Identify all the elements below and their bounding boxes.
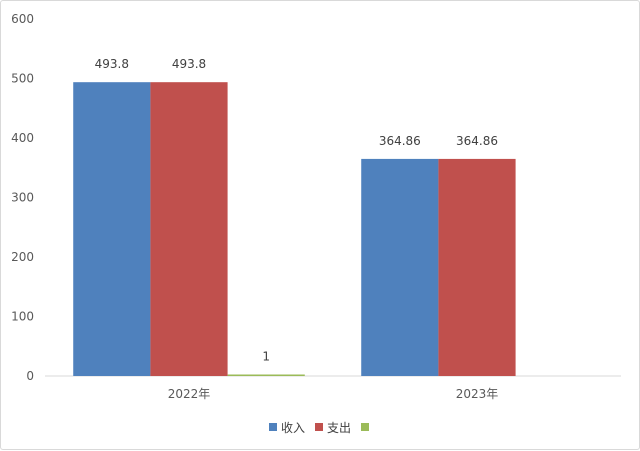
legend-label: 支出 [327, 421, 351, 435]
data-label: 1 [262, 350, 270, 364]
y-tick-label: 500 [11, 72, 34, 86]
y-tick-label: 100 [11, 310, 34, 324]
x-tick-label: 2022年 [168, 387, 211, 401]
data-label: 493.8 [172, 57, 206, 71]
bar-2-1 [150, 82, 228, 377]
data-label: 364.86 [379, 134, 421, 148]
y-tick-label: 300 [11, 191, 34, 205]
bar-1-2 [361, 158, 439, 376]
data-label: 364.86 [456, 134, 498, 148]
bar-3-1 [227, 374, 305, 376]
data-label: 493.8 [95, 57, 129, 71]
legend-swatch-1 [269, 423, 277, 431]
y-tick-label: 600 [11, 12, 34, 26]
legend-label: 收入 [281, 421, 305, 435]
bar-1-1 [73, 82, 151, 377]
bar-2-2 [438, 158, 516, 376]
y-tick-label: 400 [11, 131, 34, 145]
y-tick-label: 0 [26, 369, 34, 383]
legend-swatch-3 [361, 423, 369, 431]
legend-swatch-2 [315, 423, 323, 431]
x-tick-label: 2023年 [456, 387, 499, 401]
y-tick-label: 200 [11, 250, 34, 264]
